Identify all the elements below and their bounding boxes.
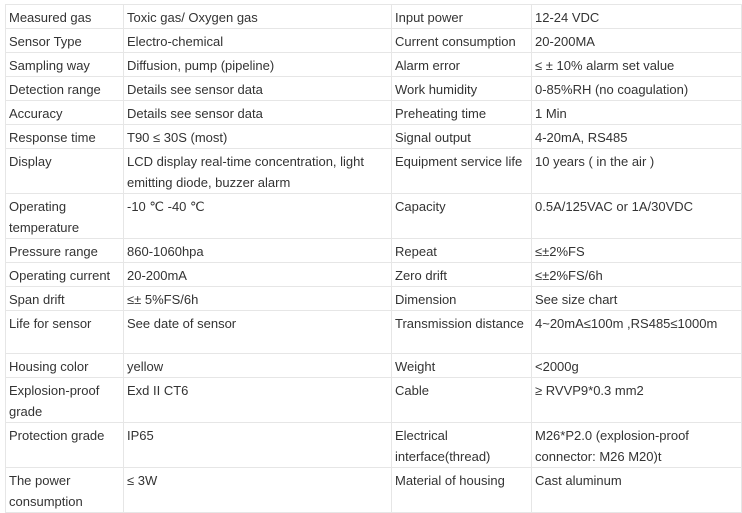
table-row: Response time T90 ≤ 30S (most) Signal outp…: [5, 124, 742, 149]
param-value: 12-24 VDC: [531, 4, 742, 29]
param-name: Response time: [5, 124, 124, 149]
param-name: Detection range: [5, 76, 124, 101]
table-row: Housing color yellow Weight <2000g: [5, 353, 742, 378]
param-name: Work humidity: [391, 76, 532, 101]
param-value: 0-85%RH (no coagulation): [531, 76, 742, 101]
param-name: Material of housing: [391, 467, 532, 513]
table-row: Sampling way Diffusion, pump (pipeline) Al…: [5, 52, 742, 77]
param-name: Preheating time: [391, 100, 532, 125]
param-name: Transmission distance: [391, 310, 532, 354]
param-name: Pressure range: [5, 238, 124, 263]
param-name: Explosion-proof grade: [5, 377, 124, 423]
param-name: Accuracy: [5, 100, 124, 125]
table-row: Explosion-proof grade Exd II CT6 Cable ≥ RV…: [5, 377, 742, 423]
param-name: Sensor Type: [5, 28, 124, 53]
param-name: Housing color: [5, 353, 124, 378]
param-name: Equipment service life: [391, 148, 532, 194]
param-value: 0.5A/125VAC or 1A/30VDC: [531, 193, 742, 239]
param-value: M26*P2.0 (explosion-proof connector: M26…: [531, 422, 742, 468]
table-row: Operating current 20-200mA Zero drift ≤±2%F…: [5, 262, 742, 287]
param-value: T90 ≤ 30S (most): [123, 124, 392, 149]
param-value: 20-200mA: [123, 262, 392, 287]
table-row: Pressure range 860-1060hpa Repeat ≤±2%FS: [5, 238, 742, 263]
table-row: Operating temperature -10 ℃ -40 ℃ Capacity…: [5, 193, 742, 239]
param-value: 860-1060hpa: [123, 238, 392, 263]
param-value: Diffusion, pump (pipeline): [123, 52, 392, 77]
table-row: Span drift ≤± 5%FS/6h Dimension See size ch…: [5, 286, 742, 311]
param-name: Current consumption: [391, 28, 532, 53]
param-name: Capacity: [391, 193, 532, 239]
table-row: Protection grade IP65 Electrical interfac…: [5, 422, 742, 468]
param-value: 1 Min: [531, 100, 742, 125]
param-value: Cast aluminum: [531, 467, 742, 513]
param-value: 20-200MA: [531, 28, 742, 53]
spec-table: Measured gas Toxic gas/ Oxygen gas Input p…: [5, 4, 742, 513]
param-value: See date of sensor: [123, 310, 392, 354]
param-value: Details see sensor data: [123, 76, 392, 101]
param-name: Display: [5, 148, 124, 194]
param-name: Operating current: [5, 262, 124, 287]
table-row: Measured gas Toxic gas/ Oxygen gas Input p…: [5, 4, 742, 29]
param-value: Details see sensor data: [123, 100, 392, 125]
param-name: Weight: [391, 353, 532, 378]
param-value: ≤± 5%FS/6h: [123, 286, 392, 311]
table-row: Life for sensor See date of sensor Transmi…: [5, 310, 742, 354]
table-row: The power consumption ≤ 3W Material of hou…: [5, 467, 742, 513]
param-name: The power consumption: [5, 467, 124, 513]
param-value: ≤ 3W: [123, 467, 392, 513]
param-value: IP65: [123, 422, 392, 468]
param-value: yellow: [123, 353, 392, 378]
param-value: -10 ℃ -40 ℃: [123, 193, 392, 239]
table-row: Detection range Details see sensor data Wo…: [5, 76, 742, 101]
param-name: Cable: [391, 377, 532, 423]
param-value: LCD display real-time concentration, lig…: [123, 148, 392, 194]
param-name: Alarm error: [391, 52, 532, 77]
table-row: Display LCD display real-time concentrati…: [5, 148, 742, 194]
param-value: Exd II CT6: [123, 377, 392, 423]
param-name: Span drift: [5, 286, 124, 311]
param-name: Dimension: [391, 286, 532, 311]
param-value: 4-20mA, RS485: [531, 124, 742, 149]
param-value: Electro-chemical: [123, 28, 392, 53]
param-name: Electrical interface(thread): [391, 422, 532, 468]
param-name: Repeat: [391, 238, 532, 263]
param-name: Input power: [391, 4, 532, 29]
param-value: See size chart: [531, 286, 742, 311]
param-value: <2000g: [531, 353, 742, 378]
param-name: Signal output: [391, 124, 532, 149]
param-value: 10 years ( in the air ): [531, 148, 742, 194]
param-value: ≤ ± 10% alarm set value: [531, 52, 742, 77]
param-name: Operating temperature: [5, 193, 124, 239]
param-name: Life for sensor: [5, 310, 124, 354]
param-value: Toxic gas/ Oxygen gas: [123, 4, 392, 29]
param-value: ≤±2%FS: [531, 238, 742, 263]
param-name: Measured gas: [5, 4, 124, 29]
param-value: 4~20mA≤100m ,RS485≤1000m: [531, 310, 742, 354]
param-name: Protection grade: [5, 422, 124, 468]
param-value: ≥ RVVP9*0.3 mm2: [531, 377, 742, 423]
param-name: Zero drift: [391, 262, 532, 287]
table-row: Accuracy Details see sensor data Preheatin…: [5, 100, 742, 125]
table-row: Sensor Type Electro-chemical Current consu…: [5, 28, 742, 53]
param-name: Sampling way: [5, 52, 124, 77]
param-value: ≤±2%FS/6h: [531, 262, 742, 287]
